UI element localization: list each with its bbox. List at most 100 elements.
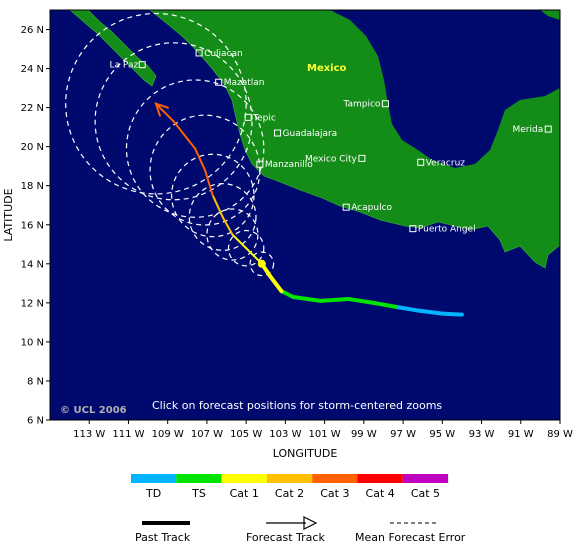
latitude-axis: 26 N 24 N 22 N 20 N 18 N 16 N 14 N 12 N 10 N 8 N 6… bbox=[21, 25, 50, 427]
forecast-track[interactable] bbox=[154, 102, 266, 268]
forecast-track-legend-label: Forecast Track bbox=[246, 531, 325, 544]
forecast-track-segment[interactable] bbox=[231, 233, 248, 250]
forecast-arrow-icon bbox=[303, 516, 318, 530]
forecast-error-circles bbox=[65, 12, 275, 277]
forecast-track-segment[interactable] bbox=[154, 102, 175, 123]
city-marker bbox=[274, 129, 282, 137]
city-marker bbox=[409, 225, 417, 233]
past-track-segment bbox=[291, 295, 323, 303]
city-label: Manzanillo bbox=[265, 160, 313, 170]
past-track-legend-label: Past Track bbox=[135, 531, 191, 544]
past-track-segment bbox=[318, 296, 351, 303]
lat-tick-label: 8 N bbox=[27, 376, 44, 387]
lon-tick-label: 91 W bbox=[508, 429, 534, 440]
y-axis-title: LATITUDE bbox=[2, 188, 15, 241]
error-circle bbox=[227, 229, 265, 267]
city-label: Mexico City bbox=[305, 154, 358, 164]
lon-tick-label: 93 W bbox=[469, 429, 495, 440]
error-circle bbox=[125, 79, 265, 218]
lat-tick-label: 14 N bbox=[21, 259, 44, 270]
city-label: Tampico bbox=[342, 100, 380, 110]
city-marker bbox=[544, 125, 552, 133]
lon-tick-label: 105 W bbox=[230, 429, 262, 440]
legend-swatch-cat2 bbox=[266, 474, 313, 483]
forecast-track-segment[interactable] bbox=[211, 194, 224, 218]
lat-tick-label: 18 N bbox=[21, 181, 44, 192]
error-circle bbox=[171, 153, 255, 238]
city-label: Culiacan bbox=[204, 49, 243, 59]
legend-label-ts: TS bbox=[191, 487, 206, 500]
map-frame bbox=[49, 9, 561, 421]
legend-label-td: TD bbox=[145, 487, 161, 500]
city-label: Tepic bbox=[252, 113, 276, 123]
lon-tick-label: 103 W bbox=[269, 429, 301, 440]
city-label: Acapulco bbox=[351, 203, 392, 213]
current-position-marker[interactable] bbox=[257, 259, 266, 268]
lat-tick-label: 10 N bbox=[21, 337, 44, 348]
error-circle bbox=[94, 42, 253, 201]
city-label: Puerto Angel bbox=[418, 225, 476, 235]
past-track bbox=[259, 261, 464, 317]
error-circle bbox=[188, 183, 257, 251]
legend-swatch-td bbox=[131, 474, 177, 483]
lon-tick-label: 111 W bbox=[112, 429, 144, 440]
track-legend: Past Track Forecast Track Mean Forecast … bbox=[135, 516, 466, 544]
legend-label-cat1: Cat 1 bbox=[230, 487, 259, 500]
city-label: La Paz bbox=[110, 61, 139, 71]
past-track-segment bbox=[279, 289, 296, 299]
forecast-track-segment[interactable] bbox=[172, 120, 197, 150]
legend-label-cat3: Cat 3 bbox=[320, 487, 349, 500]
lat-tick-label: 6 N bbox=[27, 416, 44, 427]
longitude-axis: 113 W 111 W 109 W 107 W 105 W 103 W 101 W 99 W 9… bbox=[73, 420, 573, 440]
forecast-arrow-head bbox=[154, 102, 169, 117]
city-marker bbox=[256, 160, 264, 168]
lon-tick-label: 95 W bbox=[429, 429, 455, 440]
city-marker bbox=[381, 100, 389, 108]
country-label: Mexico bbox=[307, 63, 347, 74]
legend-label-cat5: Cat 5 bbox=[411, 487, 440, 500]
lon-tick-label: 109 W bbox=[152, 429, 184, 440]
city-label: Mazatlan bbox=[224, 78, 265, 88]
past-track-segment bbox=[393, 304, 421, 313]
caribbean-land bbox=[540, 10, 560, 20]
legend-label-cat4: Cat 4 bbox=[366, 487, 395, 500]
land-layer bbox=[68, 10, 560, 269]
error-circle bbox=[206, 208, 259, 261]
lon-tick-label: 97 W bbox=[390, 429, 416, 440]
credit-label: © UCL 2006 bbox=[60, 405, 127, 416]
x-axis-title: LONGITUDE bbox=[273, 447, 338, 460]
lon-tick-label: 101 W bbox=[309, 429, 341, 440]
legend-swatch-cat3 bbox=[312, 474, 358, 483]
city-label: Veracruz bbox=[426, 158, 466, 168]
category-legend: TD TS Cat 1 Cat 2 Cat 3 Cat 4 Cat 5 bbox=[131, 474, 449, 500]
lat-tick-label: 16 N bbox=[21, 220, 44, 231]
baja-california bbox=[69, 10, 157, 87]
legend-swatch-cat4 bbox=[357, 474, 403, 483]
city-marker bbox=[342, 203, 350, 211]
lon-tick-label: 107 W bbox=[191, 429, 223, 440]
lat-tick-label: 24 N bbox=[21, 64, 44, 75]
error-circle bbox=[65, 12, 247, 195]
forecast-track-segment[interactable] bbox=[221, 215, 234, 236]
lat-tick-label: 20 N bbox=[21, 142, 44, 153]
city-marker bbox=[417, 158, 425, 166]
forecast-track-segment[interactable] bbox=[194, 147, 206, 172]
city-marker bbox=[244, 113, 252, 121]
past-track-segment bbox=[267, 273, 284, 294]
forecast-track-segment[interactable] bbox=[203, 169, 214, 197]
city-label: Merida bbox=[512, 125, 543, 135]
lon-tick-label: 89 W bbox=[547, 429, 573, 440]
legend-swatch-ts bbox=[176, 474, 222, 483]
lat-tick-label: 22 N bbox=[21, 103, 44, 114]
past-track-segment bbox=[371, 300, 398, 309]
error-legend-label: Mean Forecast Error bbox=[355, 531, 466, 544]
gulf-of-mexico bbox=[330, 10, 560, 168]
city-marker bbox=[358, 154, 366, 162]
past-track-segment bbox=[346, 296, 376, 305]
legend-swatch-cat1 bbox=[221, 474, 267, 483]
city-marker bbox=[195, 49, 203, 57]
city-label: Guadalajara bbox=[283, 129, 338, 139]
legend-label-cat2: Cat 2 bbox=[275, 487, 304, 500]
